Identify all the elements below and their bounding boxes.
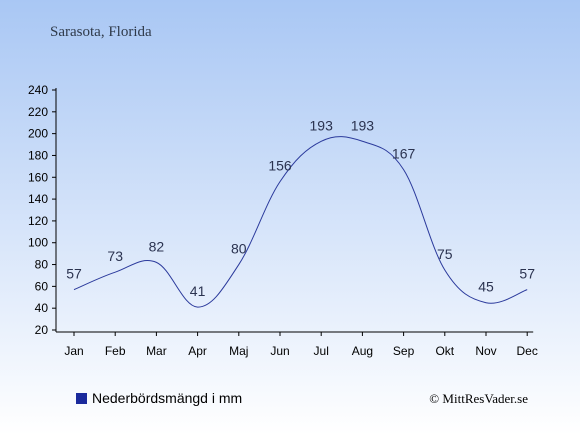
- data-label: 57: [519, 266, 535, 282]
- data-labels: 57 73 82 41 80 156 193 193 167 75 45 57: [66, 117, 535, 299]
- precipitation-line: [73, 136, 528, 308]
- data-label: 75: [437, 246, 453, 262]
- y-tick-label: 40: [35, 301, 49, 315]
- y-tick-label: 60: [35, 279, 49, 293]
- y-tick-label: 180: [28, 148, 48, 162]
- x-tick-label: Aug: [352, 344, 373, 358]
- y-axis: 20 40 60 80 100 120 140 160 180 200 220 240: [28, 83, 57, 337]
- x-tick-label: Jul: [314, 344, 329, 358]
- x-tick-label: Sep: [393, 344, 415, 358]
- x-tick-label: Maj: [229, 344, 248, 358]
- x-tick-label: Nov: [475, 344, 496, 358]
- y-tick-label: 80: [35, 258, 49, 272]
- location-title: Sarasota, Florida: [50, 24, 152, 40]
- legend-label: Nederbördsmängd i mm: [92, 390, 242, 406]
- legend-marker: [76, 393, 87, 404]
- x-tick-label: Okt: [435, 344, 454, 358]
- x-tick-label: Feb: [105, 344, 126, 358]
- y-tick-label: 120: [28, 214, 48, 228]
- data-label: 80: [231, 241, 247, 257]
- y-tick-label: 220: [28, 105, 48, 119]
- y-tick-label: 160: [28, 170, 48, 184]
- data-label: 167: [392, 146, 416, 162]
- x-tick-label: Apr: [188, 344, 207, 358]
- data-label: 45: [478, 279, 494, 295]
- x-tick-label: Jun: [270, 344, 289, 358]
- data-label: 156: [268, 158, 292, 174]
- data-label: 193: [310, 117, 334, 133]
- x-tick-label: Jan: [64, 344, 83, 358]
- x-tick-label: Dec: [517, 344, 538, 358]
- data-label: 41: [190, 283, 206, 299]
- y-tick-label: 200: [28, 127, 48, 141]
- data-label: 193: [351, 117, 375, 133]
- data-label: 82: [149, 238, 165, 254]
- y-tick-label: 240: [28, 83, 48, 97]
- data-label: 57: [66, 266, 82, 282]
- x-tick-label: Mar: [146, 344, 167, 358]
- data-label: 73: [107, 248, 123, 264]
- y-tick-label: 100: [28, 236, 48, 250]
- x-axis: Jan Feb Mar Apr Maj Jun Jul Aug Sep Okt Nov Dec: [56, 331, 538, 358]
- site-credit: © MittResVader.se: [429, 391, 528, 406]
- y-tick-label: 20: [35, 323, 49, 337]
- y-tick-label: 140: [28, 192, 48, 206]
